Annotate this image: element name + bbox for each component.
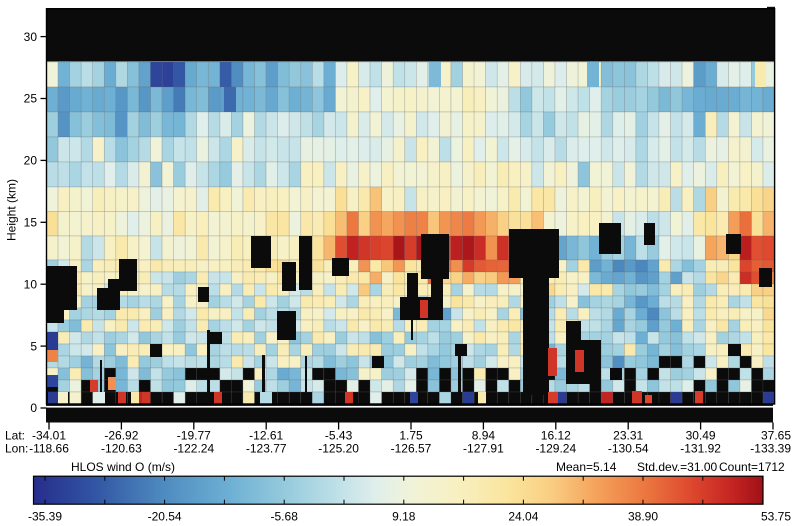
svg-text:30.49: 30.49 — [686, 429, 716, 443]
svg-text:-20.54: -20.54 — [148, 510, 182, 524]
svg-text:-130.54: -130.54 — [608, 442, 649, 456]
svg-text:-19.77: -19.77 — [177, 429, 211, 443]
svg-text:-5.43: -5.43 — [325, 429, 353, 443]
svg-text:-123.77: -123.77 — [246, 442, 287, 456]
svg-text:-125.20: -125.20 — [318, 442, 359, 456]
svg-text:-26.92: -26.92 — [104, 429, 138, 443]
svg-text:8.94: 8.94 — [472, 429, 496, 443]
svg-text:30: 30 — [24, 30, 38, 44]
svg-text:-35.39: -35.39 — [28, 510, 62, 524]
svg-text:5: 5 — [30, 339, 37, 353]
svg-text:23.31: 23.31 — [613, 429, 643, 443]
svg-text:Lat:: Lat: — [5, 429, 25, 443]
svg-text:-133.39: -133.39 — [750, 442, 791, 456]
svg-text:-34.01: -34.01 — [32, 429, 66, 443]
svg-text:20: 20 — [24, 154, 38, 168]
svg-text:25: 25 — [24, 92, 38, 106]
svg-text:53.75: 53.75 — [761, 510, 791, 524]
svg-text:15: 15 — [24, 216, 38, 230]
svg-text:24.04: 24.04 — [508, 510, 538, 524]
svg-text:-131.92: -131.92 — [680, 442, 721, 456]
svg-text:Mean=5.14: Mean=5.14 — [556, 460, 617, 474]
svg-text:9.18: 9.18 — [392, 510, 416, 524]
svg-text:38.90: 38.90 — [628, 510, 658, 524]
svg-text:1.75: 1.75 — [399, 429, 423, 443]
svg-text:Std.dev.=31.00: Std.dev.=31.00 — [637, 460, 718, 474]
svg-text:16.12: 16.12 — [541, 429, 571, 443]
svg-text:10: 10 — [24, 277, 38, 291]
svg-text:Count=1712: Count=1712 — [719, 460, 785, 474]
svg-text:-127.91: -127.91 — [463, 442, 504, 456]
svg-text:Lon:: Lon: — [5, 442, 28, 456]
svg-text:-120.63: -120.63 — [101, 442, 142, 456]
svg-text:HLOS wind O (m/s): HLOS wind O (m/s) — [71, 460, 175, 474]
svg-text:-129.24: -129.24 — [535, 442, 576, 456]
svg-text:-122.24: -122.24 — [173, 442, 214, 456]
svg-text:-118.66: -118.66 — [29, 442, 69, 456]
svg-text:37.65: 37.65 — [761, 429, 791, 443]
svg-text:Height (km): Height (km) — [5, 179, 19, 241]
svg-text:-5.68: -5.68 — [271, 510, 299, 524]
svg-text:-12.61: -12.61 — [249, 429, 283, 443]
svg-text:0: 0 — [30, 401, 37, 415]
svg-text:-126.57: -126.57 — [391, 442, 432, 456]
